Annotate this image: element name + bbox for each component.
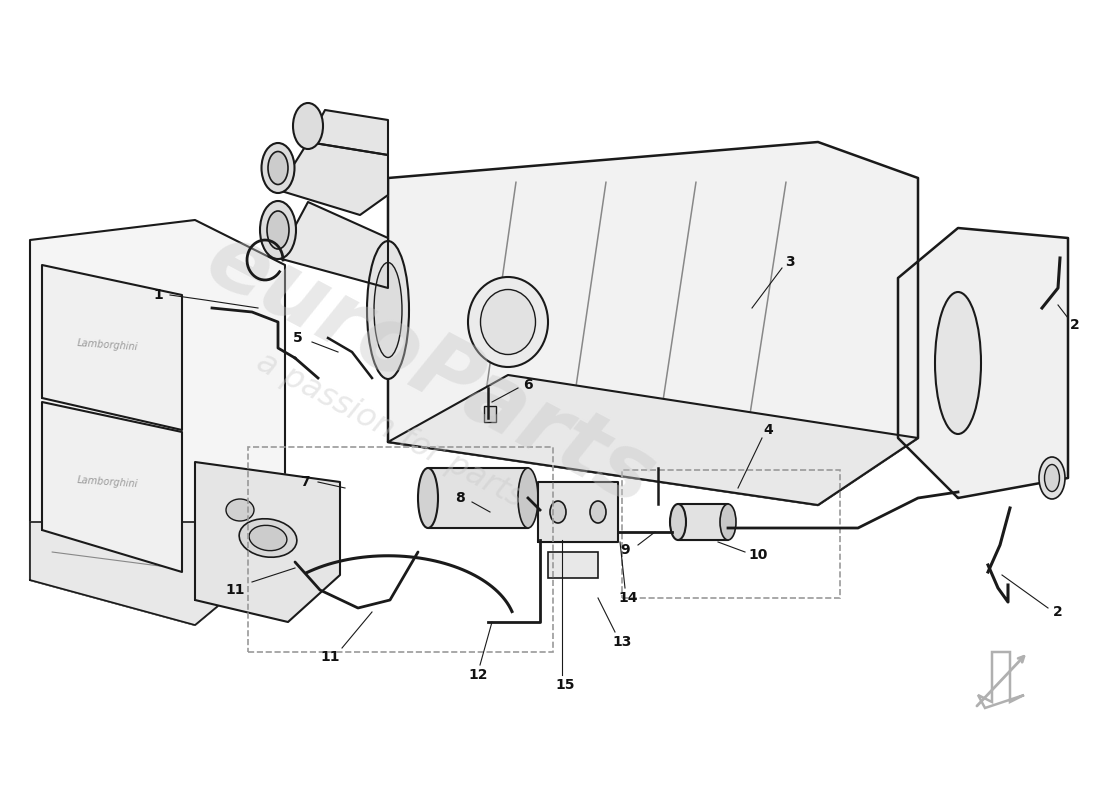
Ellipse shape (239, 518, 297, 558)
Text: euroParts: euroParts (191, 215, 669, 525)
Text: 7: 7 (300, 475, 310, 489)
Bar (548, 552, 598, 578)
Ellipse shape (418, 468, 438, 528)
Text: vac: vac (472, 495, 484, 501)
Ellipse shape (367, 241, 409, 379)
Ellipse shape (1040, 457, 1065, 499)
Ellipse shape (267, 211, 289, 249)
Ellipse shape (550, 501, 566, 523)
Text: Lamborghini: Lamborghini (77, 475, 139, 489)
Text: 1: 1 (153, 288, 163, 302)
Text: 10: 10 (748, 548, 768, 562)
Text: 5: 5 (293, 331, 303, 345)
Polygon shape (308, 110, 388, 155)
Polygon shape (278, 202, 388, 288)
Polygon shape (538, 482, 618, 542)
Text: 13: 13 (613, 635, 631, 649)
Ellipse shape (518, 468, 538, 528)
Bar (248, 447, 553, 652)
Text: a passion for parts: a passion for parts (251, 346, 529, 514)
Ellipse shape (720, 504, 736, 540)
Ellipse shape (468, 277, 548, 367)
Text: 8: 8 (455, 491, 465, 505)
Ellipse shape (374, 262, 401, 358)
Polygon shape (42, 265, 182, 430)
Text: 12: 12 (469, 668, 487, 682)
Polygon shape (30, 522, 285, 625)
Text: 6: 6 (524, 378, 532, 392)
Text: Lamborghini: Lamborghini (77, 338, 139, 352)
Ellipse shape (262, 143, 295, 193)
Text: 3: 3 (785, 255, 795, 269)
Polygon shape (42, 402, 182, 572)
Text: 4: 4 (763, 423, 773, 437)
Ellipse shape (249, 526, 287, 550)
Ellipse shape (590, 501, 606, 523)
Ellipse shape (226, 499, 254, 521)
Polygon shape (195, 462, 340, 622)
Polygon shape (388, 142, 918, 505)
Ellipse shape (268, 151, 288, 185)
Text: 14: 14 (618, 591, 638, 605)
Ellipse shape (481, 290, 536, 354)
Polygon shape (30, 220, 285, 625)
Bar (621, 470, 840, 598)
Bar (484, 406, 496, 422)
Ellipse shape (260, 201, 296, 259)
Ellipse shape (935, 292, 981, 434)
Text: 15: 15 (556, 678, 574, 692)
Polygon shape (388, 375, 918, 505)
Text: 9: 9 (620, 543, 630, 557)
Text: 2: 2 (1053, 605, 1063, 619)
Polygon shape (428, 468, 528, 528)
Ellipse shape (670, 504, 686, 540)
Polygon shape (678, 504, 728, 540)
Text: 11: 11 (320, 650, 340, 664)
Polygon shape (898, 228, 1068, 498)
Text: 2: 2 (1070, 318, 1080, 332)
Ellipse shape (293, 103, 323, 149)
Text: 11: 11 (226, 583, 244, 597)
Ellipse shape (1045, 465, 1059, 491)
Polygon shape (278, 142, 388, 215)
